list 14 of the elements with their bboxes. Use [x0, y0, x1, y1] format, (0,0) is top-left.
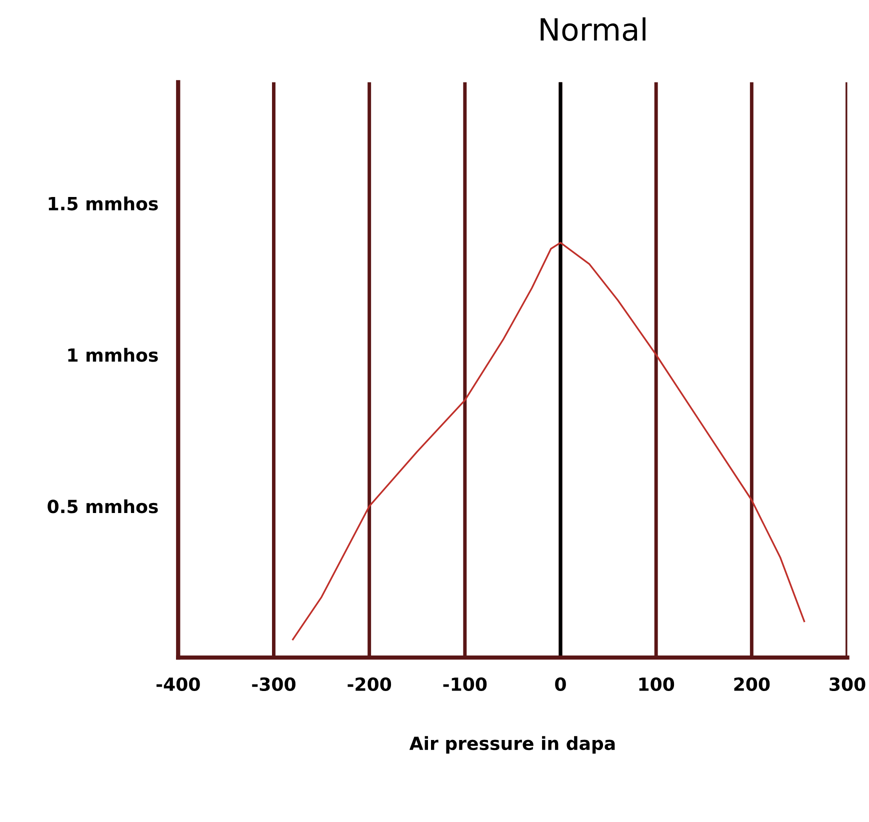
x-tick-label: -400 — [156, 677, 200, 692]
y-tick-label: 1.5 mmhos — [48, 196, 158, 210]
y-tick-label: 0.5 mmhos — [48, 499, 158, 514]
x-tick-label: -100 — [443, 677, 487, 692]
x-tick-label: 200 — [734, 677, 770, 692]
x-tick-label: 300 — [830, 677, 866, 692]
x-tick-label: 100 — [639, 677, 674, 692]
x-axis-title: Air pressure in dapa — [409, 736, 615, 754]
y-tick-label: 1 mmhos — [68, 348, 158, 362]
x-tick-label: -300 — [252, 677, 296, 692]
x-tick-label: 0 — [555, 677, 566, 692]
x-tick-label: -200 — [348, 677, 392, 692]
chart-title: Normal — [540, 17, 646, 41]
line-series — [292, 242, 806, 640]
